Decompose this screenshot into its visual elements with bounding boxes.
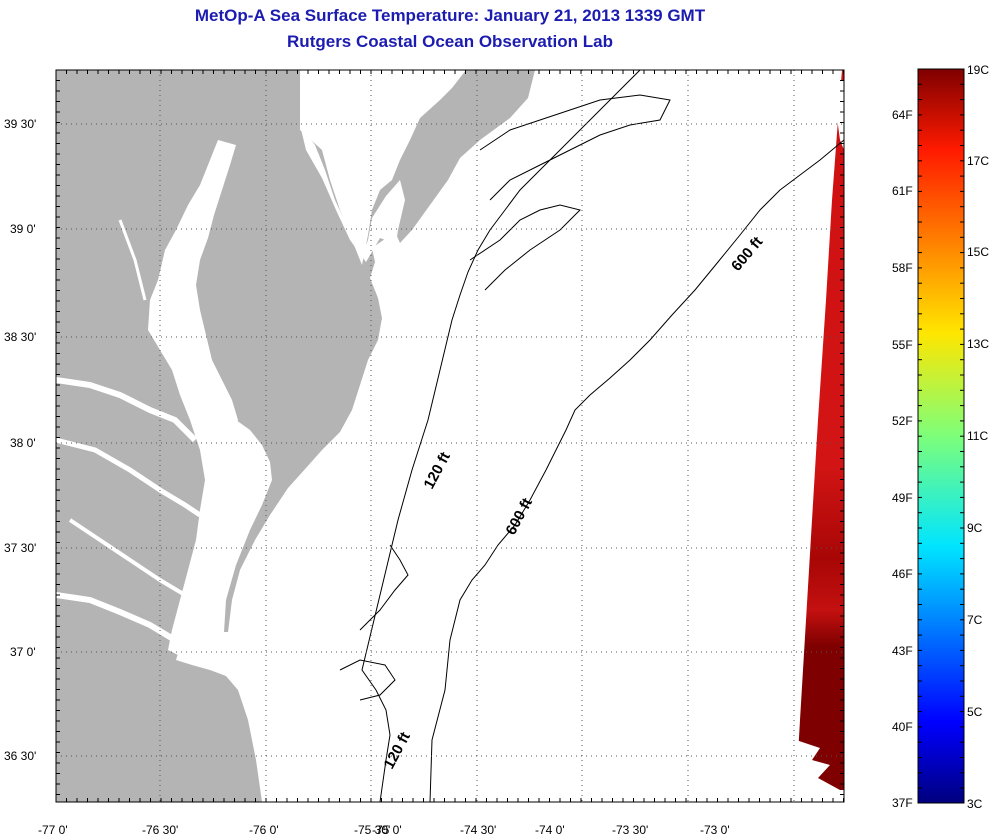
graticule: [56, 70, 844, 802]
colorbar-f-label: 64F: [892, 108, 913, 122]
colorbar-c-label: 3C: [967, 797, 983, 811]
sst-swath-ragged-edge: [796, 740, 840, 790]
colorbar-f-label: 55F: [892, 338, 913, 352]
map-title: MetOp-A Sea Surface Temperature: January…: [194, 6, 706, 25]
lon-tick-label: -74 0': [535, 823, 565, 837]
map-frame: [55, 69, 845, 803]
york-river: [68, 518, 187, 597]
colorbar-c-label: 19C: [967, 63, 989, 77]
colorbar-c-label: 17C: [967, 154, 989, 168]
contour-120ft: [361, 70, 641, 802]
colorbar-f-label: 49F: [892, 491, 913, 505]
james-river: [56, 592, 177, 643]
chesapeake-bay: [148, 140, 238, 655]
colorbar-c-label: 15C: [967, 245, 989, 259]
lon-tick-label: -75 30': [354, 823, 390, 837]
colorbar-f-label: 61F: [892, 184, 913, 198]
lon-tick-label: -76 0': [249, 823, 279, 837]
delaware-bay: [300, 125, 405, 262]
lat-tick-label: 37 0': [10, 645, 36, 659]
map-subtitle: Rutgers Coastal Ocean Observation Lab: [287, 32, 613, 51]
lat-tick-label: 39 0': [10, 222, 36, 236]
lat-tick-label: 36 30': [4, 749, 36, 763]
colorbar-ticks: [918, 68, 964, 789]
shelf-detail-3: [359, 544, 409, 631]
patuxent-river: [118, 219, 147, 301]
rappahannock-river: [56, 437, 202, 518]
potomac-river: [56, 377, 198, 443]
frame-ticks: [55, 69, 844, 802]
lon-tick-label: -77 0': [38, 823, 68, 837]
colorbar-f-label: 52F: [892, 414, 913, 428]
longitude-axis: -77 0' -76 30' -76 0' -75 30' -75 0' -74…: [38, 823, 730, 837]
lat-tick-label: 37 30': [4, 541, 36, 555]
map-layers: [56, 70, 844, 802]
latitude-axis: 39 30' 39 0' 38 30' 38 0' 37 30' 37 0' 3…: [4, 117, 36, 763]
colorbar-f-label: 46F: [892, 567, 913, 581]
lon-tick-label: -76 30': [142, 823, 178, 837]
contour-600ft: [429, 139, 844, 802]
colorbar-f-label: 37F: [892, 796, 913, 810]
colorbar-celsius-labels: 19C 17C 15C 13C 11C 9C 7C 5C 3C: [967, 63, 989, 811]
lon-tick-label: -73 0': [700, 823, 730, 837]
sst-swath: [796, 70, 844, 790]
lon-tick-label: -73 30': [612, 823, 648, 837]
shelf-detail-2: [469, 204, 581, 291]
colorbar-c-label: 7C: [967, 613, 983, 627]
colorbar-f-label: 43F: [892, 644, 913, 658]
shelf-detail-4: [339, 659, 396, 701]
colorbar-c-label: 5C: [967, 705, 983, 719]
colorbar-f-label: 58F: [892, 261, 913, 275]
lon-tick-label: -75 0': [372, 823, 402, 837]
colorbar-c-label: 11C: [967, 429, 988, 443]
colorbar-c-label: 13C: [967, 337, 989, 351]
shelf-detail-1: [479, 94, 671, 201]
lat-tick-label: 38 0': [10, 436, 36, 450]
colorbar-c-label: 9C: [967, 521, 983, 535]
lon-tick-label: -74 30': [460, 823, 496, 837]
lat-tick-label: 38 30': [4, 330, 36, 344]
colorbar-fahrenheit-labels: 64F 61F 58F 55F 52F 49F 46F 43F 40F 37F: [892, 108, 913, 810]
colorbar-f-label: 40F: [892, 720, 913, 734]
colorbar: [917, 68, 965, 804]
lat-tick-label: 39 30': [4, 117, 36, 131]
